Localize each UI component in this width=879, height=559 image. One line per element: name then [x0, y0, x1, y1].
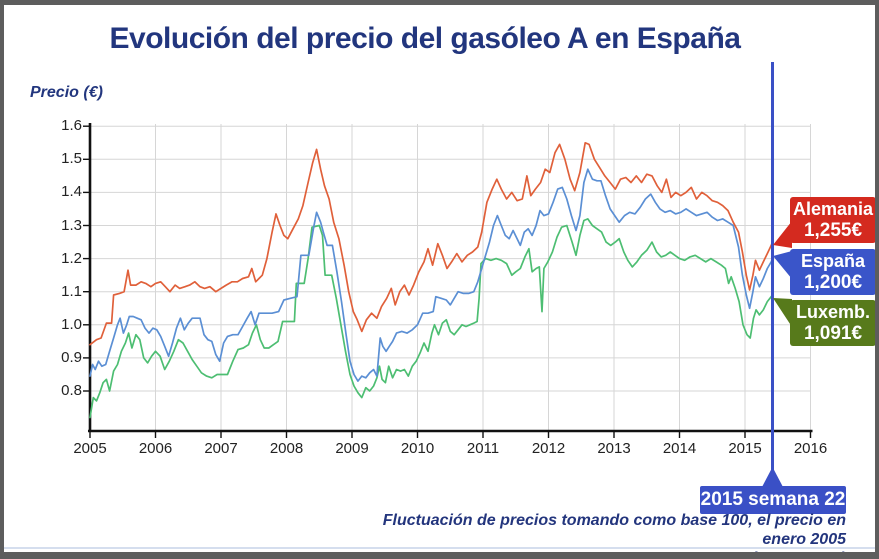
y-tick-label: 1.4: [61, 183, 82, 201]
callout-alemania-price: 1,255€: [803, 220, 863, 241]
x-tick-label: 2010: [400, 440, 435, 457]
y-tick-label: 1.6: [61, 117, 82, 135]
x-tick-label: 2008: [269, 440, 304, 457]
page-title: Evolución del precio del gasóleo A en Es…: [109, 22, 741, 55]
y-tick-label: 0.9: [61, 348, 82, 366]
week-marker-label: 2015 semana 22: [700, 486, 846, 514]
y-tick-label: 1.2: [61, 249, 82, 267]
y-tick-label: 1.1: [61, 282, 82, 300]
x-tick-label: 2014: [662, 440, 697, 457]
x-tick-label: 2009: [335, 440, 369, 457]
footnote-line1: Fluctuación de precios tomando como base…: [382, 512, 846, 548]
x-tick-label: 2005: [73, 440, 107, 457]
x-tick-label: 2016: [793, 440, 828, 457]
callout-luxemburgo-price: 1,091€: [803, 323, 863, 344]
callout-espana-name: España: [800, 251, 866, 271]
callout-luxemburgo: Luxemb. 1,091€: [790, 300, 876, 346]
x-tick-label: 2012: [531, 440, 566, 457]
callout-alemania-name: Alemania: [792, 199, 874, 219]
callout-luxemburgo-name: Luxemb.: [795, 302, 870, 322]
x-tick-label: 2013: [597, 440, 631, 457]
x-tick-label: 2007: [204, 440, 238, 457]
x-tick-label: 2006: [138, 440, 173, 457]
callout-espana-price: 1,200€: [803, 272, 863, 293]
footnote: Fluctuación de precios tomando como base…: [346, 511, 846, 559]
callout-alemania: Alemania 1,255€: [790, 197, 876, 243]
y-tick-label: 1.5: [61, 150, 82, 168]
footnote-line2: (Fuente IRU): [750, 550, 846, 559]
y-axis-title: Precio (€): [30, 84, 103, 101]
y-tick-label: 1.3: [61, 216, 82, 234]
y-tick-label: 1.0: [61, 315, 82, 333]
bottom-rule: [4, 547, 875, 549]
x-tick-label: 2015: [728, 440, 762, 457]
callout-espana: España 1,200€: [790, 249, 876, 295]
y-tick-label: 0.8: [61, 382, 82, 399]
x-tick-label: 2011: [466, 440, 500, 457]
